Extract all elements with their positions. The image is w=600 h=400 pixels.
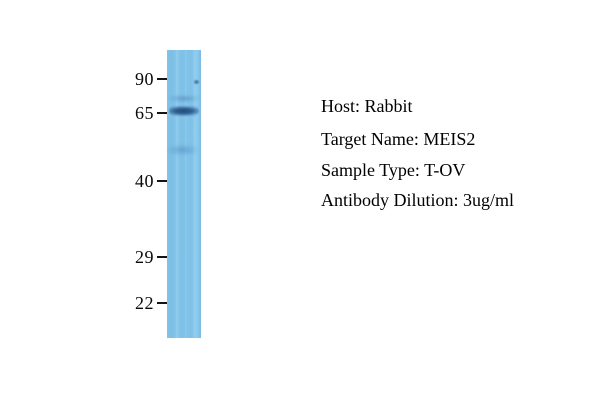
info-sample-type: Sample Type: T-OV <box>321 160 466 180</box>
mw-label-22: 22 <box>135 293 154 313</box>
info-antibody-dilution: Antibody Dilution: 3ug/ml <box>321 190 515 210</box>
mw-marker-90: 90 <box>100 69 167 89</box>
mw-marker-22: 22 <box>100 293 167 313</box>
mw-marker-40: 40 <box>100 171 167 191</box>
tick-mark <box>157 302 167 304</box>
band-faint-upper <box>168 94 200 103</box>
lane-speck <box>194 80 199 84</box>
mw-marker-65: 65 <box>100 103 167 123</box>
tick-mark <box>157 256 167 258</box>
tick-mark <box>157 112 167 114</box>
blot-lane <box>167 50 201 338</box>
mw-label-65: 65 <box>135 103 154 123</box>
band-strong-65kda <box>169 106 199 116</box>
mw-marker-29: 29 <box>100 247 167 267</box>
info-target-name: Target Name: MEIS2 <box>321 129 476 149</box>
tick-mark <box>157 180 167 182</box>
info-host: Host: Rabbit <box>321 96 413 116</box>
mw-label-90: 90 <box>135 69 154 89</box>
mw-label-40: 40 <box>135 171 154 191</box>
band-faint-lower <box>168 144 200 156</box>
tick-mark <box>157 78 167 80</box>
mw-label-29: 29 <box>135 247 154 267</box>
